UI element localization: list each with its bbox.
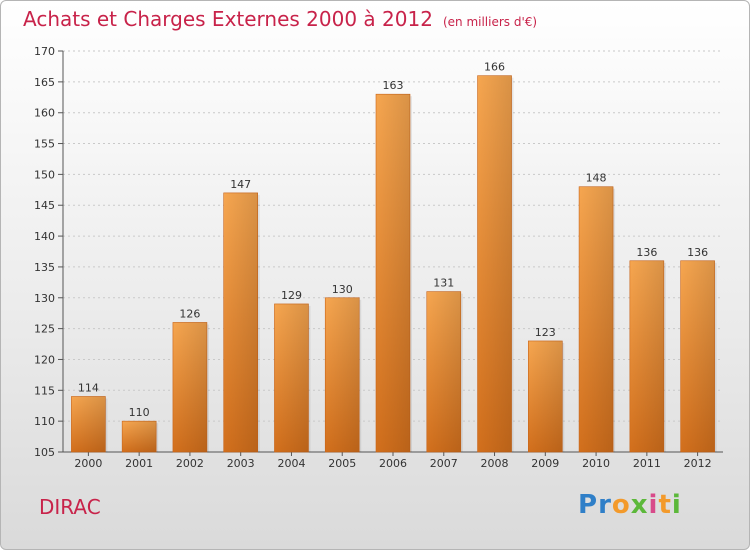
data-label-2003: 147 (230, 178, 251, 191)
x-tick-label-2006: 2006 (379, 457, 407, 470)
y-tick-label: 170 (34, 45, 55, 58)
y-tick-label: 125 (34, 323, 55, 336)
y-tick-label: 130 (34, 292, 55, 305)
x-tick-label-2012: 2012 (684, 457, 712, 470)
y-tick-label: 135 (34, 261, 55, 274)
proxiti-logo[interactable]: Proxiti (578, 490, 682, 520)
x-tick-label-2003: 2003 (227, 457, 255, 470)
y-tick-label: 140 (34, 230, 55, 243)
bars (71, 75, 717, 453)
y-tick-label: 105 (34, 446, 55, 459)
bar-shade-2004 (274, 303, 309, 452)
bar-shade-2005 (325, 297, 360, 452)
y-tick-label: 150 (34, 168, 55, 181)
bar-shade-2006 (376, 94, 410, 452)
labels: 105 110 115 120 125 130 135 140 145 150 155 160 165 1… (34, 45, 712, 470)
x-tick-label-2001: 2001 (125, 457, 153, 470)
bar-shade-2012 (680, 260, 715, 452)
data-label-2010: 148 (586, 172, 607, 185)
y-tick-label: 160 (34, 107, 55, 120)
data-label-2004: 129 (281, 289, 302, 302)
data-label-2006: 163 (383, 79, 404, 92)
data-label-2001: 110 (129, 406, 150, 419)
chart-title: Achats et Charges Externes 2000 à 2012 (e… (23, 7, 537, 31)
x-tick-label-2008: 2008 (481, 457, 509, 470)
x-tick-label-2002: 2002 (176, 457, 204, 470)
bar-shade-2000 (71, 396, 106, 452)
data-label-2005: 130 (332, 283, 353, 296)
x-tick-label-2011: 2011 (633, 457, 661, 470)
x-tick-label-2010: 2010 (582, 457, 610, 470)
bar-shade-2008 (477, 75, 512, 452)
y-tick-label: 145 (34, 199, 55, 212)
data-label-2008: 166 (484, 61, 505, 74)
data-label-2011: 136 (636, 246, 657, 259)
title-text: Achats et Charges Externes 2000 à 2012 (23, 7, 433, 31)
bar-shade-2009 (528, 340, 563, 452)
y-tick-label: 115 (34, 384, 55, 397)
data-label-2012: 136 (687, 246, 708, 259)
bar-shade-2003 (223, 192, 258, 452)
bar-shade-2007 (426, 291, 461, 452)
x-tick-label-2000: 2000 (74, 457, 102, 470)
y-tick-label: 110 (34, 415, 55, 428)
x-tick-label-2007: 2007 (430, 457, 458, 470)
x-tick-label-2005: 2005 (328, 457, 356, 470)
x-tick-label-2009: 2009 (531, 457, 559, 470)
data-label-2009: 123 (535, 326, 556, 339)
bar-shade-2002 (172, 322, 207, 452)
x-tick-label-2004: 2004 (277, 457, 305, 470)
y-tick-label: 155 (34, 138, 55, 151)
y-tick-label: 120 (34, 353, 55, 366)
bar-shade-2011 (629, 260, 664, 452)
bar-shade-2010 (579, 186, 614, 452)
data-label-2002: 126 (179, 307, 200, 320)
data-label-2000: 114 (78, 381, 99, 394)
bar-shade-2001 (122, 421, 157, 452)
chart-subtitle: (en milliers d'€) (442, 15, 538, 29)
commune-name: DIRAC (39, 495, 101, 519)
data-label-2007: 131 (433, 277, 454, 290)
y-tick-label: 165 (34, 76, 55, 89)
